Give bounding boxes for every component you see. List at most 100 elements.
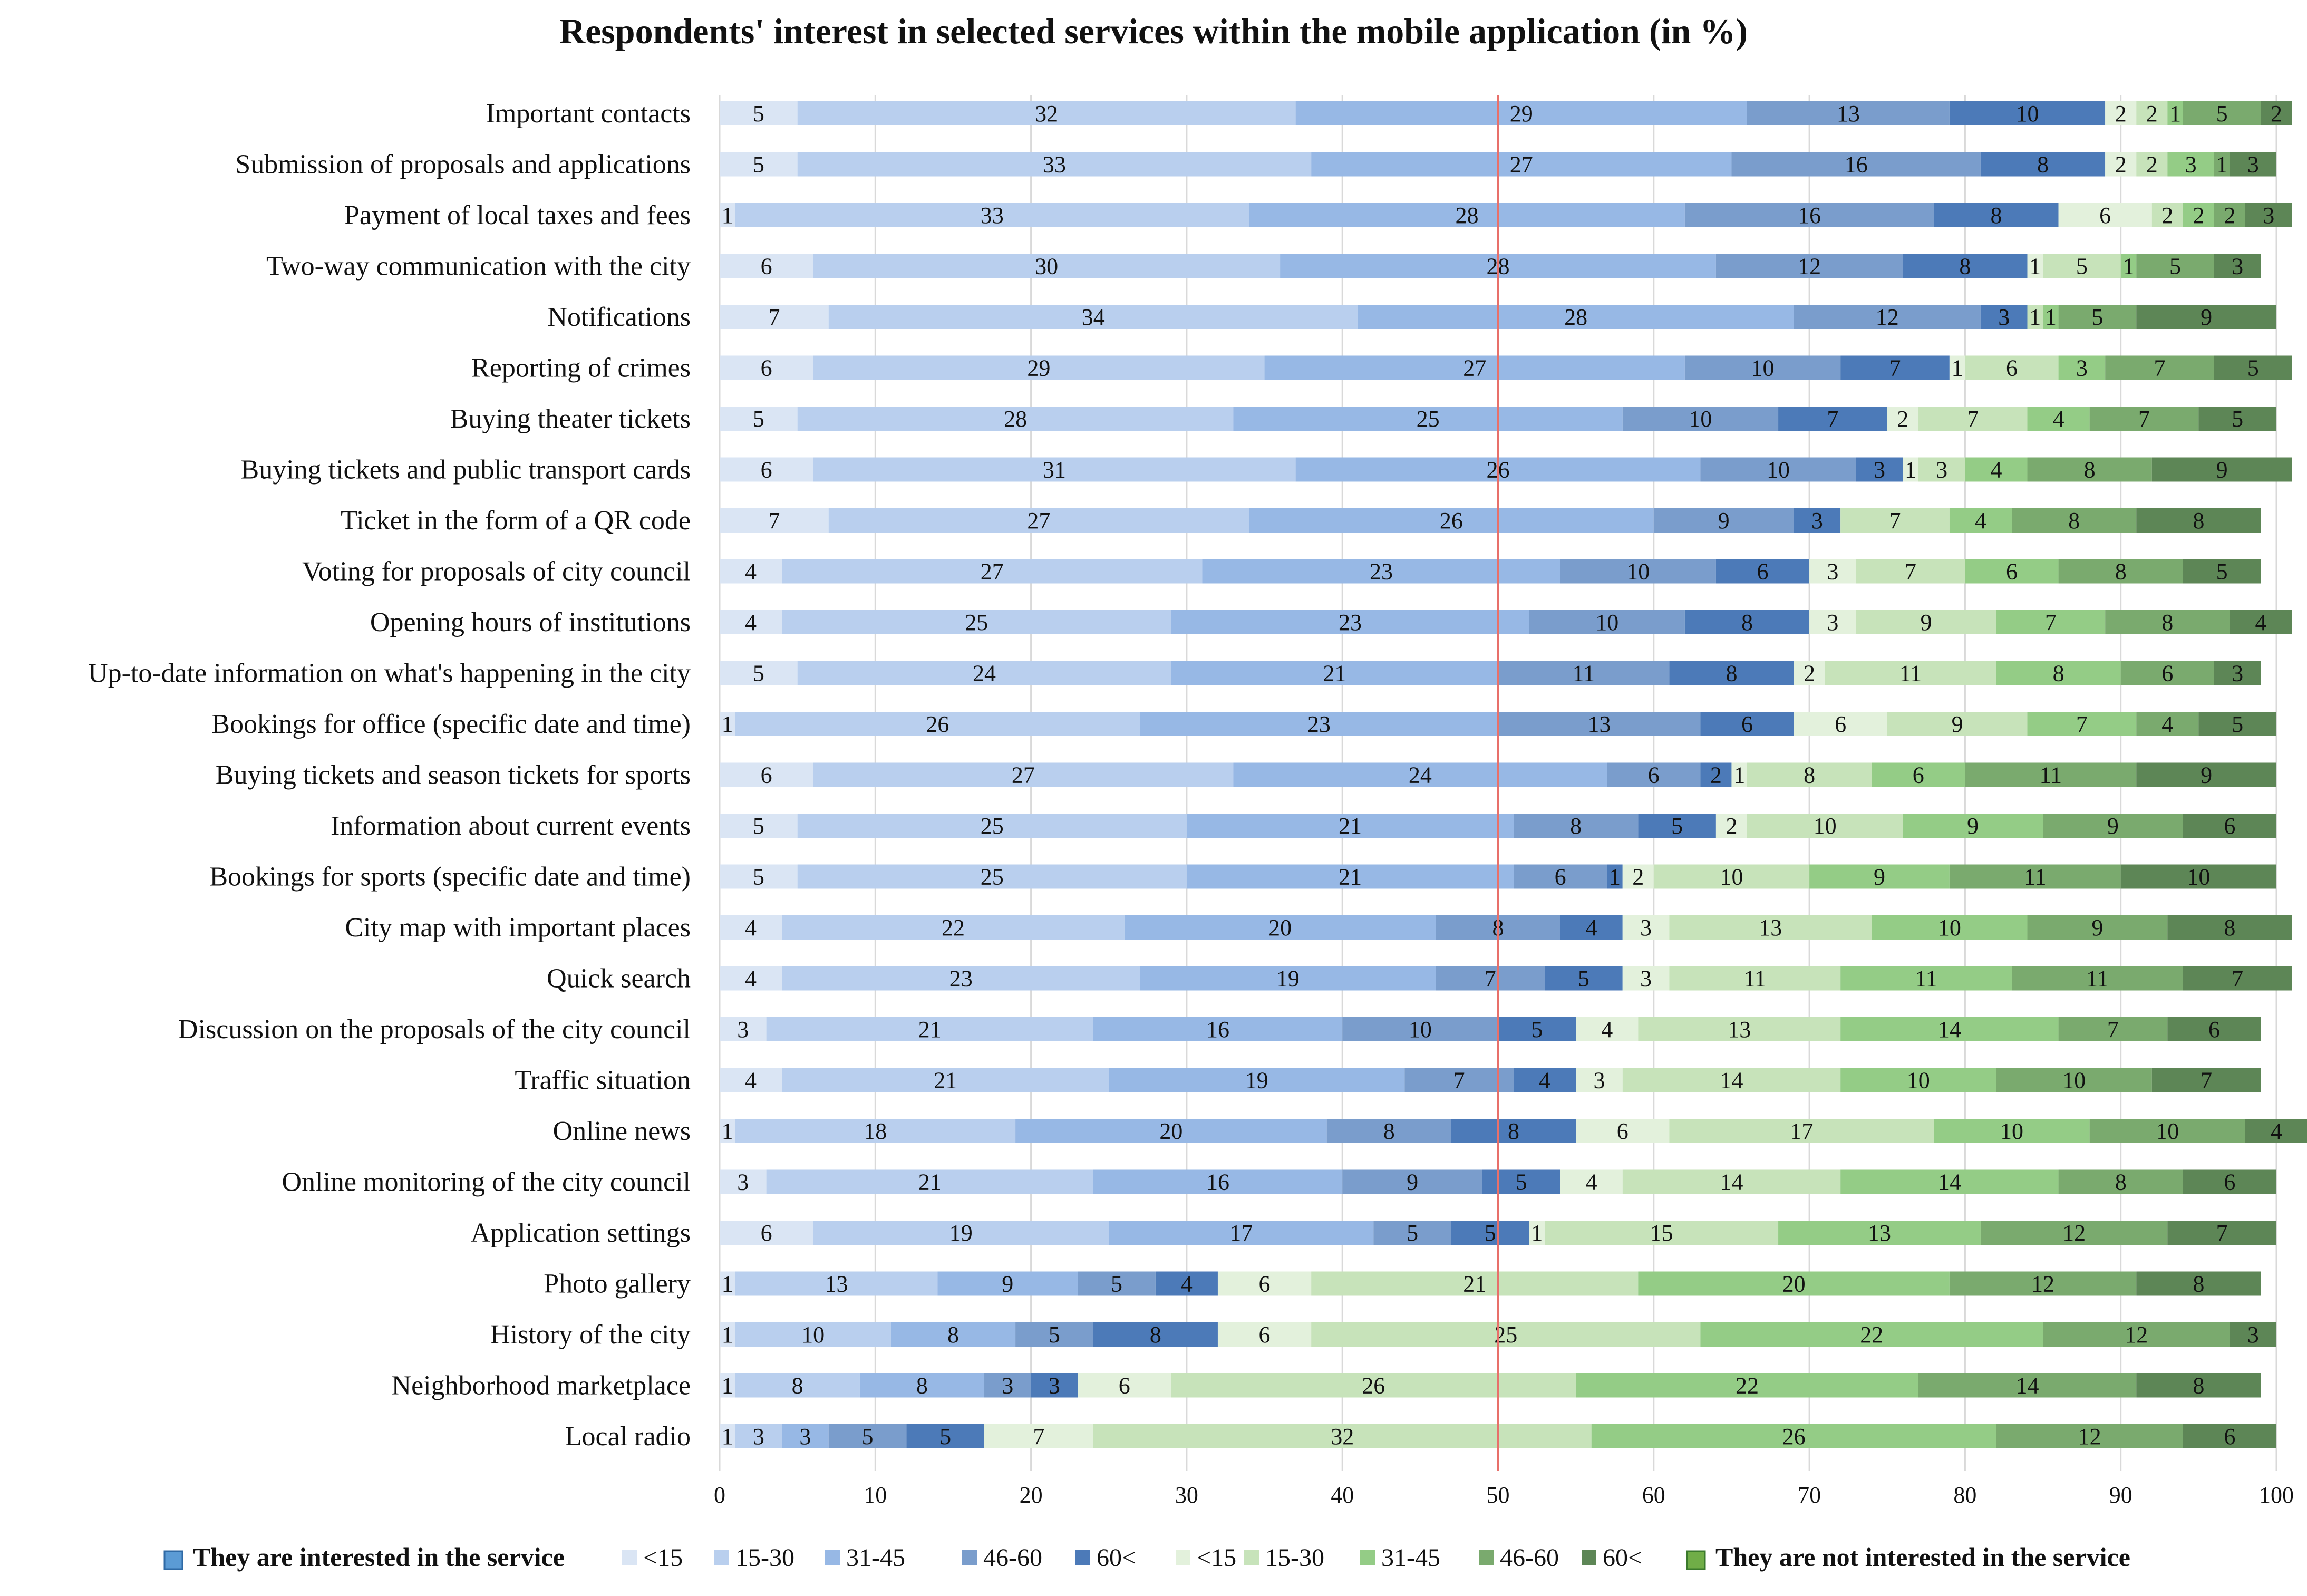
legend-label: 46-60 — [983, 1544, 1042, 1572]
data-label: 2 — [1710, 762, 1722, 788]
bar-segment — [2105, 610, 2230, 634]
bar-segment — [1715, 559, 1810, 584]
data-label: 1 — [722, 1118, 733, 1144]
data-label: 8 — [2161, 610, 2173, 635]
data-label: 6 — [1648, 762, 1660, 788]
bar-segment — [2214, 355, 2292, 380]
data-label: 14 — [1938, 1017, 1961, 1042]
data-label: 12 — [1798, 254, 1821, 279]
legend-label: 31-45 — [1381, 1544, 1440, 1572]
bar-segment — [1778, 407, 1887, 431]
data-label: 16 — [1206, 1017, 1229, 1042]
bar-segment — [2214, 203, 2245, 227]
data-label: 2 — [2193, 202, 2204, 228]
data-label: 14 — [1938, 1169, 1961, 1195]
bar-segment — [720, 966, 782, 991]
data-label: 6 — [2224, 1424, 2235, 1449]
data-label: 9 — [2201, 304, 2212, 330]
bar-segment — [1840, 1169, 2059, 1194]
bar-segment — [720, 814, 798, 838]
data-label: 17 — [1790, 1118, 1813, 1144]
bar-segment — [906, 1424, 985, 1448]
bar-segment — [2027, 915, 2168, 940]
data-label: 2 — [2115, 152, 2127, 178]
data-label: 9 — [2091, 915, 2103, 941]
data-label: 8 — [2068, 508, 2080, 534]
data-label: 13 — [1728, 1017, 1751, 1042]
data-label: 2 — [2146, 152, 2158, 178]
bar-segment — [2230, 610, 2292, 634]
data-label: 3 — [1998, 304, 2010, 330]
bar-segment — [1669, 966, 1841, 991]
bar-segment — [1093, 1424, 1592, 1448]
bar-segment — [1840, 1068, 1996, 1092]
data-label: 28 — [1564, 304, 1587, 330]
data-label: 5 — [1049, 1322, 1060, 1348]
data-label: 22 — [942, 915, 965, 941]
bar-segment — [984, 1424, 1093, 1448]
data-label: 8 — [792, 1373, 803, 1399]
legend-label: 15-30 — [735, 1544, 794, 1572]
legend-interested-label: They are interested in the service — [193, 1542, 565, 1572]
bar-segment — [1545, 1221, 1779, 1245]
legend-swatch — [714, 1550, 729, 1565]
data-label: 1 — [722, 1271, 733, 1297]
data-label: 7 — [2076, 711, 2088, 737]
x-tick-label: 30 — [1175, 1482, 1198, 1508]
bar-segment — [720, 712, 735, 736]
bar-segment — [1576, 1373, 1918, 1398]
bar-segment — [1669, 661, 1794, 685]
data-label: 21 — [1463, 1271, 1486, 1297]
data-label: 6 — [2224, 1169, 2235, 1195]
data-label: 3 — [1936, 457, 1947, 483]
data-label: 5 — [753, 813, 764, 839]
bar-segment — [1576, 1068, 1623, 1092]
bar-segment — [735, 1424, 782, 1448]
data-label: 4 — [2161, 711, 2173, 737]
data-label: 24 — [1409, 762, 1432, 788]
bar-segment — [720, 152, 798, 177]
data-label: 22 — [1736, 1373, 1759, 1399]
bar-segment — [1903, 814, 2043, 838]
bar-segment — [735, 1373, 860, 1398]
category-label: Buying tickets and public transport card… — [241, 455, 691, 485]
bar-segment — [1607, 762, 1701, 787]
data-label: 3 — [2185, 152, 2197, 178]
bar-segment — [2214, 254, 2261, 278]
data-label: 32 — [1035, 101, 1058, 127]
data-label: 6 — [1119, 1373, 1130, 1399]
bar-segment — [1965, 355, 2059, 380]
data-label: 5 — [2247, 355, 2259, 381]
bar-segment — [1809, 559, 1856, 584]
category-label: Quick search — [547, 964, 691, 994]
data-label: 6 — [2099, 202, 2111, 228]
bar-segment — [2136, 305, 2276, 329]
data-label: 1 — [722, 711, 733, 737]
category-label: City map with important places — [345, 913, 691, 943]
bar-segment — [1622, 915, 1670, 940]
data-label: 5 — [2216, 559, 2228, 585]
bar-segment — [1794, 305, 1981, 329]
bar-segment — [735, 1119, 1016, 1143]
data-label: 4 — [745, 1068, 757, 1094]
data-label: 2 — [2115, 101, 2127, 127]
data-label: 1 — [1733, 762, 1745, 788]
bar-segment — [1872, 915, 2028, 940]
bar-segment — [2245, 203, 2292, 227]
data-label: 3 — [799, 1424, 811, 1449]
bar-segment — [2120, 661, 2214, 685]
bar-segment — [2136, 508, 2261, 533]
bar-segment — [1093, 1169, 1343, 1194]
bar-segment — [2027, 457, 2152, 482]
legend-swatch — [622, 1550, 637, 1565]
bar-segment — [1980, 1221, 2168, 1245]
data-label: 6 — [761, 254, 772, 279]
bar-segment — [1373, 1221, 1451, 1245]
bar-segment — [1140, 966, 1436, 991]
bar-segment — [2151, 203, 2183, 227]
bar-segment — [2136, 1373, 2261, 1398]
legend-swatch — [1479, 1550, 1494, 1565]
data-label: 6 — [2006, 355, 2018, 381]
bar-segment — [1264, 355, 1685, 380]
